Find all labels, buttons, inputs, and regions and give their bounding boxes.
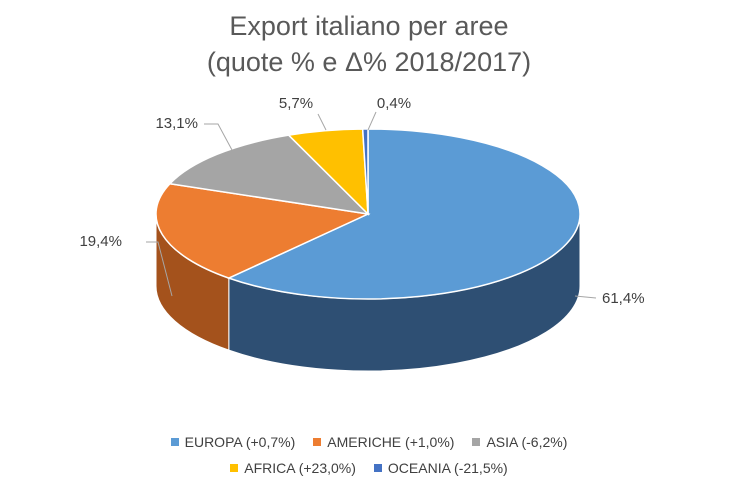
- pie-slice: [226, 128, 581, 300]
- legend-swatch: [373, 464, 382, 472]
- pie-slice: [168, 134, 371, 216]
- legend-label: ASIA (-6,2%): [486, 434, 568, 450]
- data-label: 13,1%: [155, 115, 198, 132]
- pie-slice: [155, 182, 371, 279]
- legend-label: AMERICHE (+1,0%): [327, 434, 455, 450]
- data-label: 19,4%: [79, 233, 122, 250]
- legend-swatch: [170, 438, 179, 446]
- legend-swatch: [472, 438, 481, 446]
- data-label: 5,7%: [279, 95, 313, 112]
- legend-item: ASIA (-6,2%): [472, 434, 567, 450]
- legend-item: AMERICHE (+1,0%): [313, 434, 454, 450]
- leader-line: [146, 241, 173, 297]
- legend-item: OCEANIA (-21,5%): [373, 460, 508, 476]
- legend-item: AFRICA (+23,0%): [230, 460, 356, 476]
- leader-line: [317, 113, 327, 131]
- legend-swatch: [313, 438, 322, 446]
- leader-line: [367, 111, 377, 131]
- legend-label: OCEANIA (-21,5%): [387, 460, 508, 476]
- legend-swatch: [230, 464, 239, 472]
- legend-item: EUROPA (+0,7%): [170, 434, 296, 450]
- legend-label: EUROPA (+0,7%): [184, 434, 296, 450]
- leader-line: [574, 295, 597, 299]
- data-label: 61,4%: [602, 290, 645, 307]
- chart-subtitle: (quote % e Δ% 2018/2017): [206, 47, 532, 77]
- legend-label: AFRICA (+23,0%): [244, 460, 356, 476]
- data-label: 0,4%: [377, 95, 411, 112]
- legend: EUROPA (+0,7%) AMERICHE (+1,0%) ASIA (-6,2…: [0, 434, 738, 486]
- leader-line: [204, 123, 233, 151]
- legend-row: AFRICA (+23,0%) OCEANIA (-21,5%): [0, 460, 738, 476]
- chart-title: Export italiano per aree: [229, 11, 509, 41]
- legend-row: EUROPA (+0,7%) AMERICHE (+1,0%) ASIA (-6,2…: [0, 434, 738, 450]
